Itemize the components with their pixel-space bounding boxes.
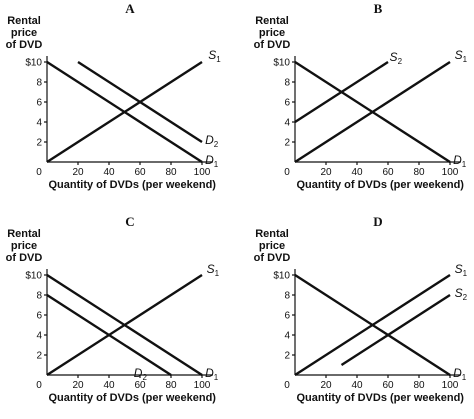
- x-axis-label: Quantity of DVDs (per weekend): [297, 179, 465, 191]
- x-tick-label: 0: [36, 167, 42, 178]
- y-tick-label: $10: [25, 271, 42, 282]
- y-tick-label: 6: [284, 311, 290, 322]
- y-tick-label: 8: [284, 78, 290, 89]
- y-tick-label: 4: [36, 331, 42, 342]
- x-tick-label: 20: [320, 167, 332, 178]
- x-tick-label: 100: [442, 167, 459, 178]
- x-tick-label: 100: [194, 167, 211, 178]
- x-tick-label: 40: [103, 167, 115, 178]
- y-tick-label: 8: [284, 291, 290, 302]
- y-tick-label: 2: [284, 351, 290, 362]
- curve-label-d1: D1: [205, 153, 219, 169]
- x-tick-label: 20: [320, 380, 332, 391]
- x-tick-label: 60: [134, 380, 146, 391]
- y-tick-label: 2: [284, 138, 290, 149]
- curve-label-d1: D1: [453, 366, 467, 382]
- curve-label-s1: S1: [455, 48, 468, 64]
- y-tick-label: $10: [25, 58, 42, 69]
- x-tick-label: 100: [442, 380, 459, 391]
- x-tick-label: 80: [413, 380, 425, 391]
- x-tick-label: 40: [351, 167, 363, 178]
- curve-label-s1: S1: [455, 262, 468, 278]
- x-axis-label: Quantity of DVDs (per weekend): [49, 392, 217, 404]
- curve-d2: [77, 60, 203, 144]
- curve-label-s1: S1: [208, 48, 221, 64]
- y-tick-label: 2: [36, 351, 42, 362]
- x-tick-label: 60: [134, 167, 146, 178]
- y-tick-label: $10: [273, 58, 290, 69]
- panel-title: B: [374, 1, 383, 16]
- curve-label-d1: D1: [453, 153, 467, 169]
- panel-a: A Rental price of DVD 2 4 6 8 $10 0 20 40 60 80 100Qua…: [6, 1, 222, 191]
- y-tick-label: $10: [273, 271, 290, 282]
- y-tick-label: 6: [36, 311, 42, 322]
- curve-d1: [294, 273, 451, 377]
- curve-d2: [46, 293, 172, 377]
- x-tick-label: 60: [382, 167, 394, 178]
- x-tick-label: 0: [284, 167, 290, 178]
- curve-label-d2: D2: [134, 366, 148, 382]
- curve-label-s1: S1: [207, 262, 220, 278]
- curve-label-s2: S2: [390, 50, 403, 66]
- x-tick-label: 80: [413, 167, 425, 178]
- x-tick-label: 20: [72, 380, 84, 391]
- panel-b: B Rental price of DVD 2 4 6 8 $10 0 20 40 60 80 100Qua…: [254, 1, 468, 191]
- y-axis-label: Rental price of DVD: [254, 228, 291, 264]
- y-tick-label: 4: [284, 331, 290, 342]
- curve-d1: [294, 60, 451, 164]
- y-tick-label: 8: [36, 78, 42, 89]
- y-tick-label: 6: [284, 98, 290, 109]
- x-tick-label: 40: [103, 380, 115, 391]
- y-axis-label: Rental price of DVD: [254, 15, 291, 51]
- curve-d1: [46, 60, 203, 164]
- x-axis-label: Quantity of DVDs (per weekend): [49, 179, 217, 191]
- x-tick-label: 80: [165, 167, 177, 178]
- curve-s2: [340, 293, 451, 367]
- x-tick-label: 100: [194, 380, 211, 391]
- x-tick-label: 0: [284, 380, 290, 391]
- curve-label-d2: D2: [205, 133, 219, 149]
- x-tick-label: 80: [165, 380, 177, 391]
- curve-d1: [46, 273, 203, 377]
- panel-title: D: [373, 214, 382, 229]
- y-tick-label: 2: [36, 138, 42, 149]
- panel-title: A: [125, 1, 135, 16]
- x-axis-label: Quantity of DVDs (per weekend): [297, 392, 465, 404]
- curve-label-s2: S2: [455, 286, 468, 302]
- x-tick-label: 20: [72, 167, 84, 178]
- x-tick-label: 0: [36, 380, 42, 391]
- y-tick-label: 4: [36, 118, 42, 129]
- x-tick-label: 60: [382, 380, 394, 391]
- y-tick-label: 6: [36, 98, 42, 109]
- panel-d: D Rental price of DVD 2 4 6 8 $10 0 20 40 60 80 100Qua…: [254, 214, 468, 404]
- x-tick-label: 40: [351, 380, 363, 391]
- panel-title: C: [125, 214, 134, 229]
- y-tick-label: 8: [36, 291, 42, 302]
- y-axis-label: Rental price of DVD: [6, 228, 43, 264]
- curve-label-d1: D1: [205, 366, 219, 382]
- y-axis-label: Rental price of DVD: [6, 15, 43, 51]
- y-tick-label: 4: [284, 118, 290, 129]
- panel-c: C Rental price of DVD 2 4 6 8 $10 0 20 40 60 80 100Qua…: [6, 214, 220, 404]
